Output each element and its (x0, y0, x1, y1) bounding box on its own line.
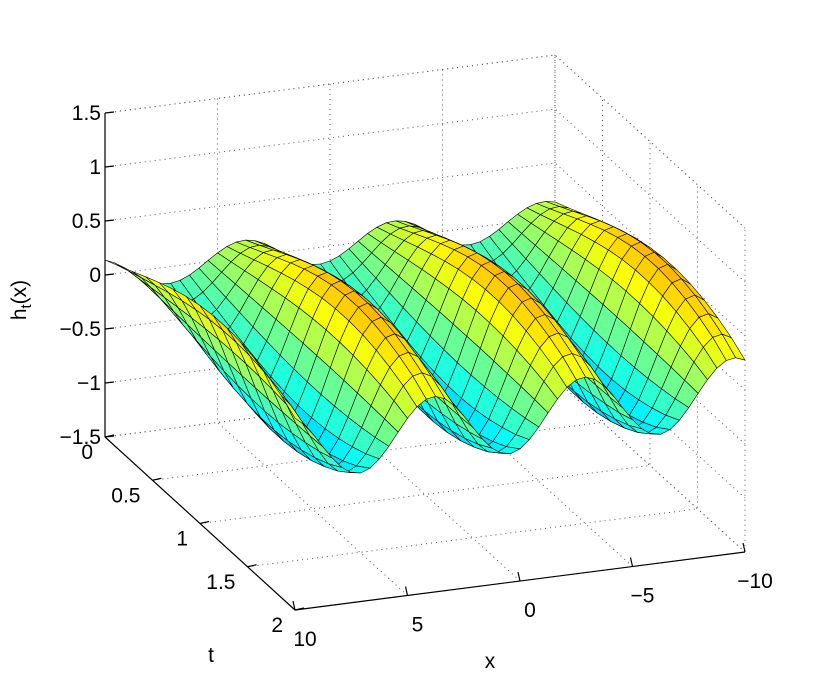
t-tick-mark (152, 477, 162, 481)
surface-facet (281, 395, 305, 426)
t-tick-label: 0.5 (111, 484, 140, 507)
z-tick-label: −0.5 (60, 318, 101, 341)
t-tick-mark (294, 607, 305, 611)
surface-facet (118, 265, 142, 279)
z-axis-label: ht(x) (8, 280, 35, 320)
z-gridline (104, 324, 746, 499)
t-tick-label: 0 (81, 441, 93, 464)
t-tick-mark (247, 564, 257, 568)
z-tick-label: −1 (77, 372, 101, 395)
x-tick-label: −10 (737, 570, 773, 593)
t-axis-label: t (208, 644, 214, 667)
z-tick-label: 0 (89, 264, 101, 287)
x-tick-label: 10 (293, 628, 316, 651)
t-tick-label: 1.5 (206, 571, 235, 594)
x-tick-mark (404, 586, 409, 596)
x-tick-label: 0 (524, 599, 536, 622)
z-tick-mark (104, 111, 115, 114)
x-axis-label: x (485, 650, 496, 673)
x-tick-mark (742, 542, 746, 553)
t-tick-label: 2 (271, 614, 283, 637)
x-tick-mark (629, 557, 634, 567)
x-tick-label: −5 (631, 585, 655, 608)
z-tick-mark (104, 165, 115, 168)
t-tick-mark (199, 520, 210, 525)
z-tick-mark (104, 327, 115, 330)
z-tick-mark (104, 219, 115, 222)
t-tick-label: 1 (176, 528, 188, 551)
box-top-edge (104, 54, 746, 229)
z-gridline (104, 108, 746, 283)
x-tick-label: 5 (412, 614, 424, 637)
x-gridline (329, 84, 521, 582)
x-tick-mark (517, 571, 521, 582)
x-tick-mark (292, 600, 296, 611)
z-tick-label: 1 (89, 156, 101, 179)
x-gridline (442, 69, 633, 567)
z-tick-mark (104, 273, 115, 276)
surface-mesh (104, 201, 746, 474)
z-tick-label: 1.5 (72, 102, 101, 125)
x-gridline (554, 55, 746, 553)
z-gridline (104, 54, 746, 229)
z-tick-mark (104, 381, 115, 384)
t-tick-mark (104, 434, 115, 438)
z-tick-label: 0.5 (72, 210, 101, 233)
z-tick-label: −1.5 (60, 426, 101, 449)
x-gridline (217, 98, 408, 596)
